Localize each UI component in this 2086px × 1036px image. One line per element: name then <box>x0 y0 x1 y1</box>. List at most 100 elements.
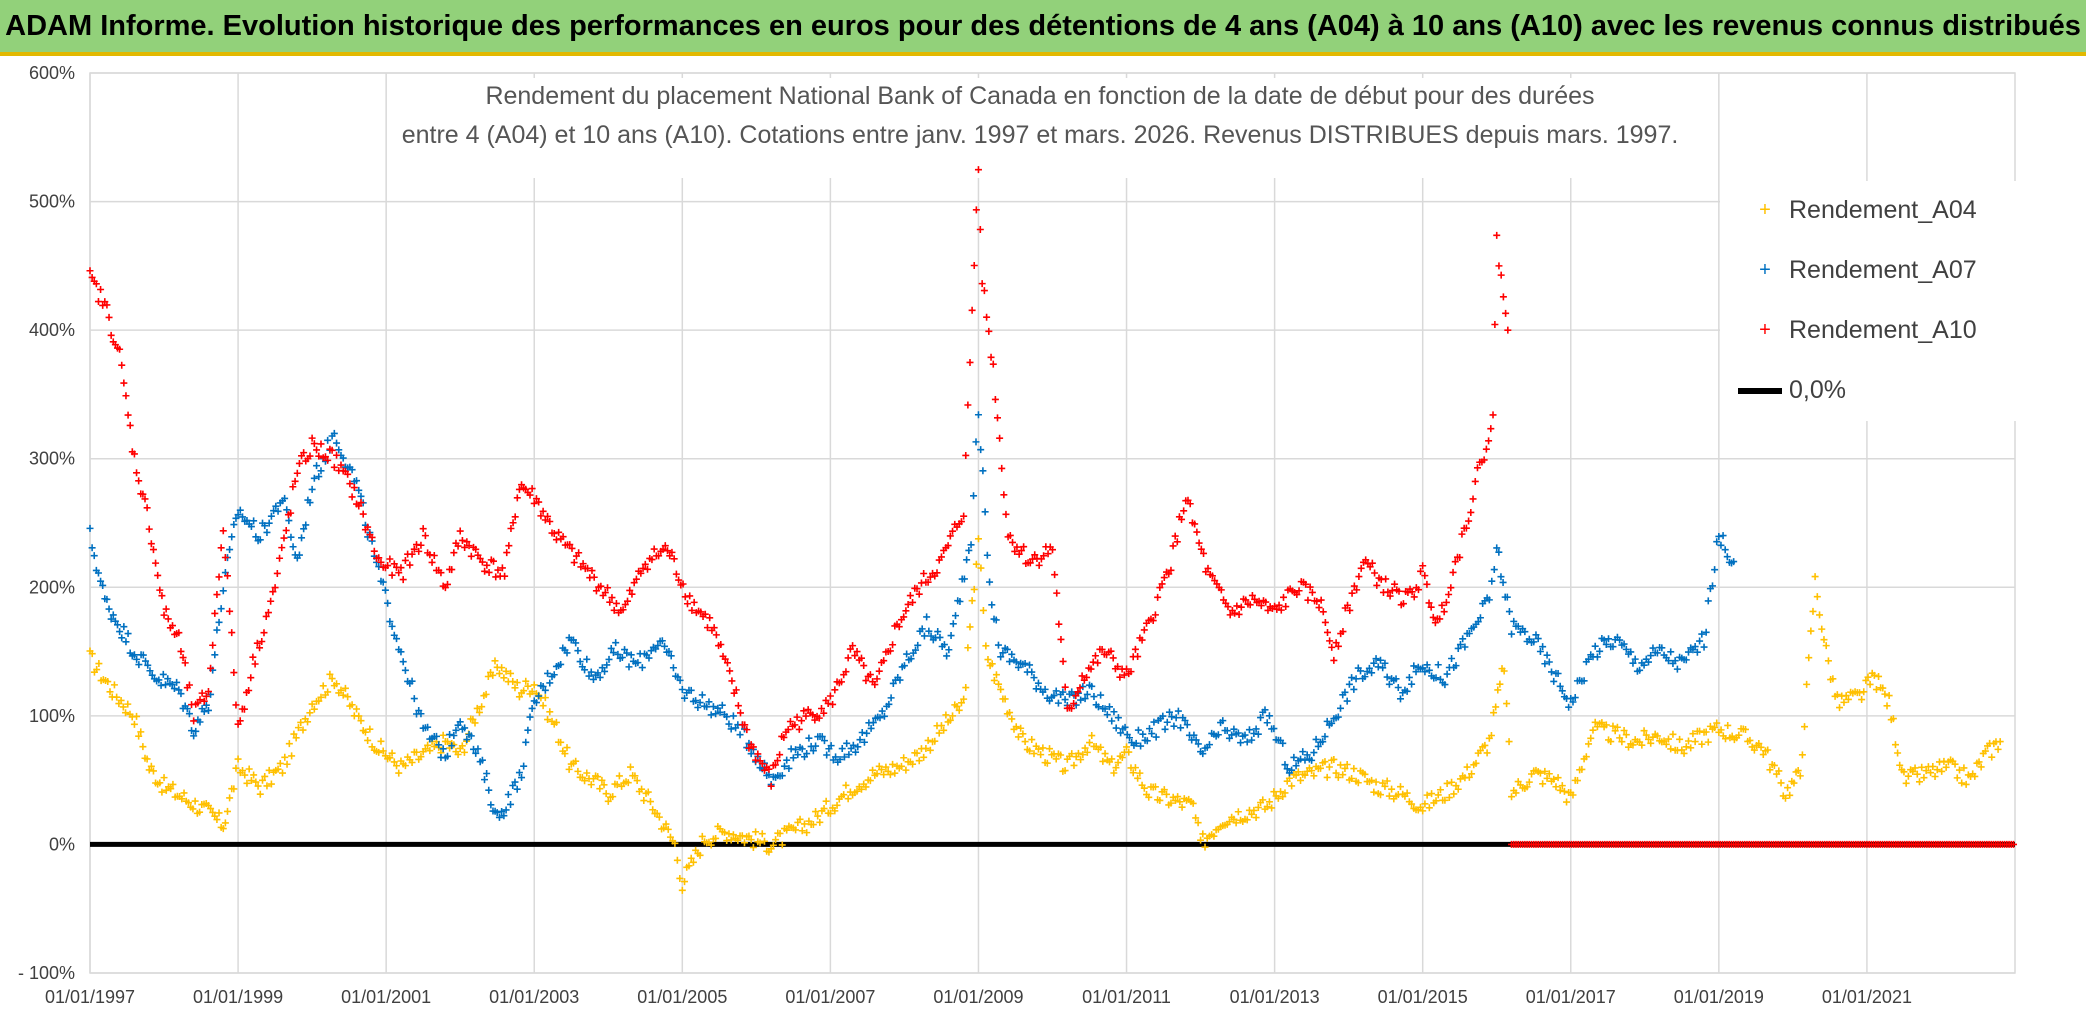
point-rendement-a04 <box>1598 719 1606 727</box>
point-rendement-a04 <box>276 759 284 767</box>
point-rendement-a04 <box>1468 770 1476 778</box>
point-rendement-a10 <box>1504 326 1512 334</box>
point-rendement-a07 <box>1717 541 1725 549</box>
point-rendement-a04 <box>602 790 610 798</box>
point-rendement-a10 <box>359 510 367 518</box>
point-rendement-a10 <box>209 641 217 649</box>
point-rendement-a07 <box>986 578 994 586</box>
point-rendement-a07 <box>687 686 695 694</box>
point-rendement-a07 <box>1052 687 1060 695</box>
point-rendement-a07 <box>200 708 208 716</box>
point-rendement-a04 <box>1197 836 1205 844</box>
point-rendement-a04 <box>729 831 737 839</box>
point-rendement-a10 <box>802 712 810 720</box>
point-rendement-a10 <box>1438 601 1446 609</box>
point-rendement-a04 <box>1234 808 1242 816</box>
point-rendement-a07 <box>435 741 443 749</box>
point-rendement-a07 <box>265 519 273 527</box>
point-rendement-a07 <box>1585 655 1593 663</box>
point-rendement-a10 <box>537 512 545 520</box>
point-rendement-a04 <box>1689 730 1697 738</box>
point-rendement-a07 <box>1148 730 1156 738</box>
point-rendement-a07 <box>177 690 185 698</box>
point-rendement-a10 <box>190 717 198 725</box>
point-rendement-a07 <box>298 534 306 542</box>
point-rendement-a07 <box>155 676 163 684</box>
point-rendement-a04 <box>712 834 720 842</box>
point-rendement-a04 <box>968 597 976 605</box>
point-rendement-a04 <box>1717 726 1725 734</box>
point-rendement-a04 <box>297 718 305 726</box>
point-rendement-a10 <box>293 469 301 477</box>
point-rendement-a04 <box>1885 692 1893 700</box>
page-banner-title: ADAM Informe. Evolution historique des p… <box>0 0 2086 56</box>
point-rendement-a07 <box>1497 573 1505 581</box>
point-rendement-a10 <box>1131 645 1139 653</box>
point-rendement-a10 <box>584 564 592 572</box>
point-rendement-a04 <box>572 757 580 765</box>
point-rendement-a04 <box>290 730 298 738</box>
point-rendement-a10 <box>909 598 917 606</box>
point-rendement-a04 <box>106 688 114 696</box>
point-rendement-a10 <box>448 566 456 574</box>
point-rendement-a10 <box>1451 558 1459 566</box>
point-rendement-a04 <box>1667 745 1675 753</box>
point-rendement-a04 <box>676 874 684 882</box>
point-rendement-a07 <box>1112 724 1120 732</box>
point-rendement-a10 <box>1246 601 1254 609</box>
point-rendement-a07 <box>1314 742 1322 750</box>
point-rendement-a07 <box>1593 653 1601 661</box>
point-rendement-a10 <box>1485 437 1493 445</box>
point-rendement-a04 <box>1230 815 1238 823</box>
point-rendement-a07 <box>483 770 491 778</box>
point-rendement-a04 <box>454 751 462 758</box>
point-rendement-a07 <box>1345 680 1353 688</box>
point-rendement-a04 <box>1376 791 1384 799</box>
point-rendement-a07 <box>1350 685 1358 693</box>
point-rendement-a04 <box>741 839 748 847</box>
point-rendement-a04 <box>727 836 735 844</box>
point-rendement-a04 <box>1274 794 1282 802</box>
point-rendement-a07 <box>1383 673 1391 681</box>
point-rendement-a04 <box>1388 785 1396 793</box>
point-rendement-a10 <box>388 571 396 579</box>
x-tick-label: 01/01/2001 <box>341 987 431 1007</box>
point-rendement-a04 <box>820 805 828 813</box>
point-rendement-a04 <box>243 779 251 787</box>
point-rendement-a10 <box>262 612 270 620</box>
point-rendement-a10 <box>232 701 240 709</box>
point-rendement-a07 <box>493 809 501 817</box>
point-rendement-a04 <box>475 708 483 716</box>
point-rendement-a04 <box>344 693 352 701</box>
point-rendement-a07 <box>1649 644 1657 652</box>
point-rendement-a10 <box>688 606 696 614</box>
point-rendement-a04 <box>1953 774 1961 782</box>
point-rendement-a10 <box>597 582 605 590</box>
point-rendement-a07 <box>1488 577 1496 585</box>
point-rendement-a04 <box>653 809 661 817</box>
point-rendement-a04 <box>1361 770 1369 778</box>
point-rendement-a04 <box>1640 727 1648 735</box>
point-rendement-a10 <box>604 584 612 592</box>
point-rendement-a10 <box>1127 668 1135 676</box>
point-rendement-a10 <box>1487 425 1495 433</box>
point-rendement-a04 <box>673 856 681 864</box>
point-rendement-a10 <box>1308 588 1316 596</box>
point-rendement-a04 <box>964 644 972 652</box>
point-rendement-a10 <box>415 547 423 555</box>
point-rendement-a10 <box>465 542 473 550</box>
point-rendement-a07 <box>716 708 724 716</box>
point-rendement-a04 <box>124 700 132 708</box>
legend-label-a04: Rendement_A04 <box>1789 196 1977 224</box>
point-rendement-a10 <box>1091 652 1099 660</box>
point-rendement-a07 <box>355 486 363 494</box>
point-rendement-a07 <box>780 762 788 770</box>
point-rendement-a04 <box>747 836 755 844</box>
point-rendement-a07 <box>474 745 482 753</box>
point-rendement-a07 <box>1709 582 1716 590</box>
point-rendement-a07 <box>1454 644 1462 652</box>
point-rendement-a04 <box>1490 709 1498 717</box>
point-rendement-a07 <box>535 692 543 700</box>
point-rendement-a04 <box>267 780 275 788</box>
x-tick-label: 01/01/2015 <box>1378 987 1468 1007</box>
